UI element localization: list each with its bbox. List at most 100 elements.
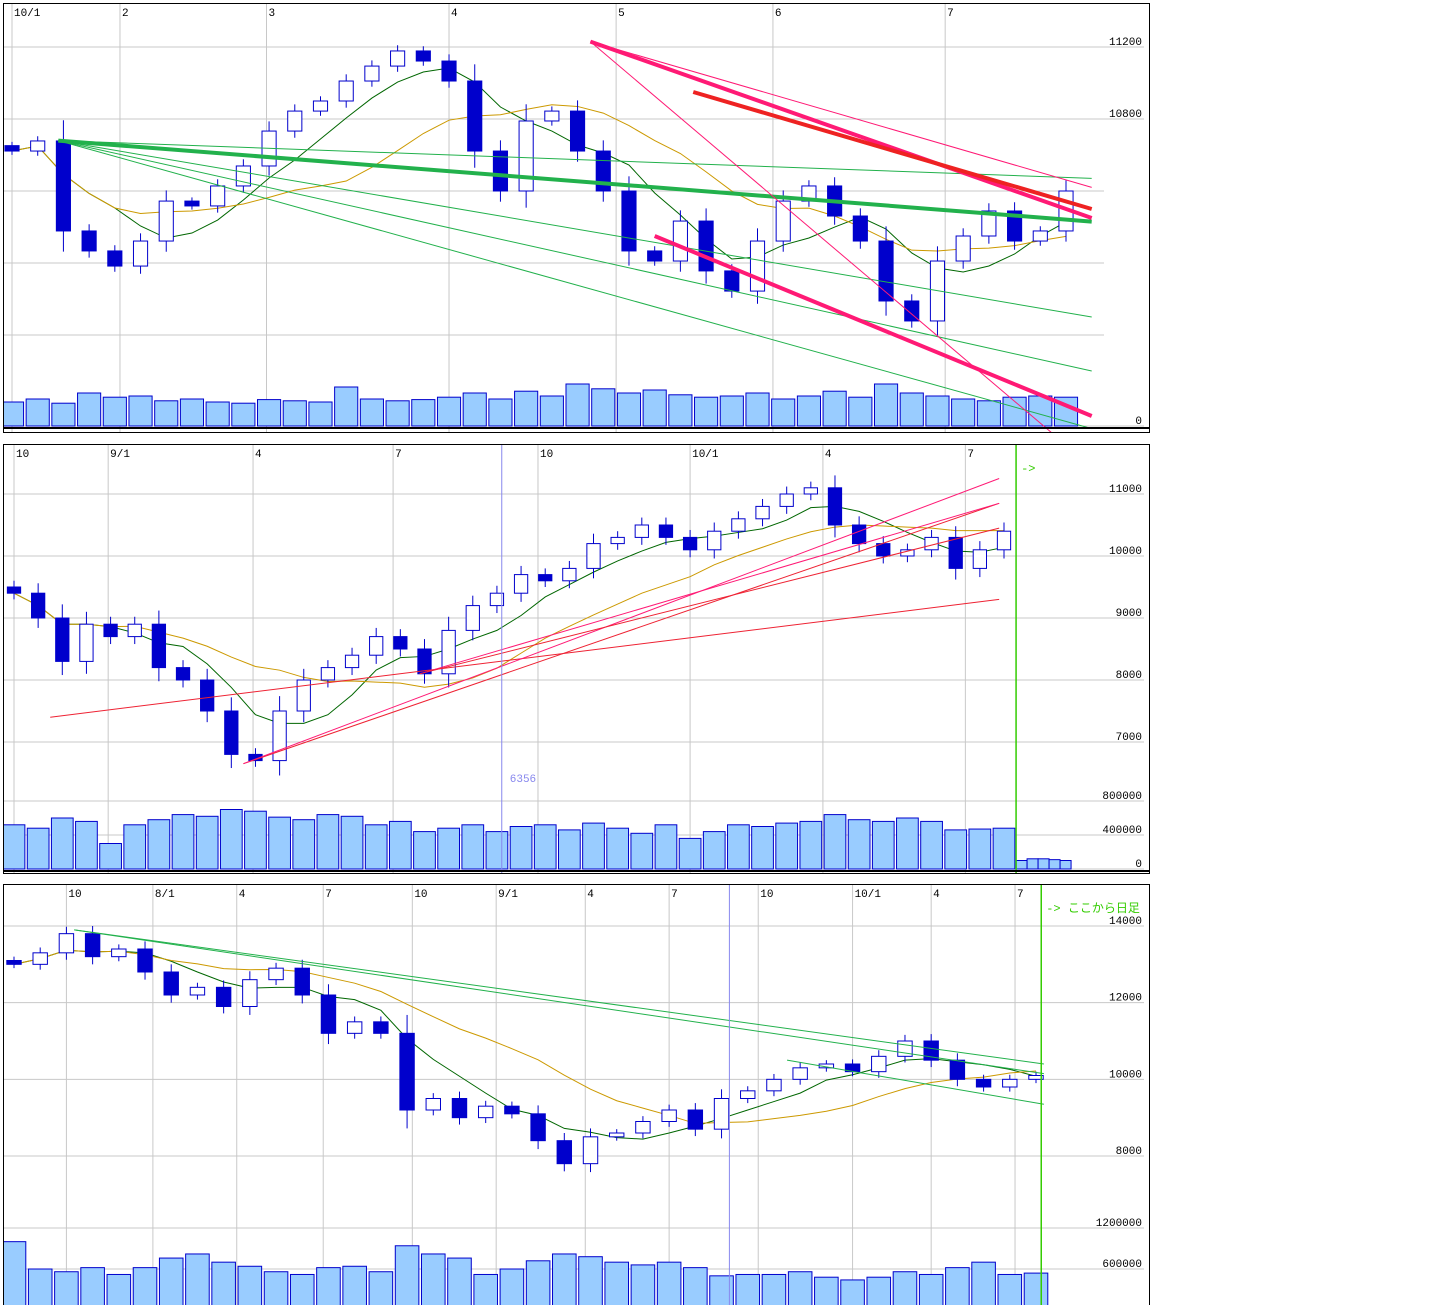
trendline	[590, 41, 1052, 432]
ma-short-line	[13, 949, 1037, 1140]
trendline	[243, 478, 1000, 765]
volume-bar	[514, 390, 539, 427]
candle-down	[103, 623, 118, 638]
weekly-chart-panel: 14000 12000 10000 8000 10 8/1 4 7 10 9/1 4 7 10 10/1 4…	[3, 884, 1150, 1305]
volume-bar	[668, 394, 693, 427]
candle-down	[6, 586, 22, 594]
candle-up	[792, 1067, 808, 1080]
candle-down	[399, 1032, 415, 1111]
candle-up	[775, 200, 791, 242]
volume-bar	[488, 398, 513, 427]
volume-bar	[709, 1275, 734, 1305]
long-term-candlestick-chart: 14000 12000 10000 8000 10 8/1 4 7 10 9/1 4 7 10 10/1 4…	[4, 885, 1144, 1305]
volume-bar	[411, 399, 436, 427]
volume-bar	[656, 1261, 682, 1305]
candle-up	[127, 623, 142, 638]
candle-up	[634, 524, 649, 538]
candle-down	[904, 300, 920, 322]
daily-start-marker-label: ->	[1021, 462, 1035, 476]
volume-bar	[420, 1253, 446, 1305]
candle-down	[698, 220, 714, 272]
volume-bar	[27, 1268, 53, 1305]
volume-bar	[944, 829, 968, 870]
volume-bar	[604, 1261, 630, 1305]
candle-up	[609, 1132, 625, 1138]
candle-up	[544, 110, 560, 122]
volume-bar	[75, 820, 98, 870]
candle-down	[373, 1021, 389, 1034]
candle-up	[562, 567, 577, 582]
trendline	[58, 138, 1092, 224]
candle-down	[682, 536, 698, 551]
candle-up	[740, 1090, 756, 1099]
candle-up	[111, 948, 127, 958]
time-tick-label: 10/1	[692, 449, 719, 461]
daily-chart-panel: 11000 10000 9000 8000 7000 10 9/1 4 7 10 10/1 4 7 800…	[3, 444, 1150, 874]
candle-up	[338, 80, 354, 102]
candle-up	[132, 240, 149, 267]
volume-bar	[814, 1276, 839, 1305]
volume-bar	[616, 392, 642, 427]
volume-bar	[171, 814, 195, 870]
candle-up	[441, 629, 456, 675]
candle-down	[393, 636, 408, 650]
trendline	[50, 598, 1000, 718]
volume-bar	[237, 1265, 263, 1305]
candle-up	[79, 623, 94, 662]
volume-bar	[918, 1273, 944, 1305]
candle-up	[287, 110, 303, 132]
candle-up	[30, 140, 46, 152]
volume-bar	[342, 1265, 367, 1305]
candle-up	[296, 679, 311, 712]
candle-up	[58, 933, 75, 954]
candle-down	[569, 110, 586, 152]
volume-bar	[847, 819, 871, 870]
volume-bar	[509, 826, 533, 870]
candle-down	[137, 948, 153, 973]
volume-bar	[775, 822, 799, 870]
candle-up	[713, 1098, 730, 1130]
candle-up	[731, 518, 746, 532]
volume-bar	[394, 1245, 420, 1305]
volume-bar	[840, 1279, 865, 1305]
candle-down	[451, 1098, 468, 1119]
candle-up	[242, 979, 258, 1007]
volume-bar	[896, 817, 919, 870]
price-tick-label: 9000	[1116, 608, 1142, 620]
volume-bar	[1023, 1272, 1049, 1305]
trendline	[74, 929, 1044, 1075]
time-tick-label: 7	[325, 889, 332, 901]
volume-bar	[1028, 395, 1053, 427]
candle-up	[672, 220, 688, 262]
candle-up	[320, 667, 336, 681]
volume-bar	[205, 401, 230, 427]
volume-bar	[558, 829, 581, 870]
volume-bar	[848, 396, 873, 427]
candle-up	[582, 1136, 599, 1165]
volume-bar	[822, 390, 847, 427]
time-tick-label: 10/1	[855, 889, 882, 901]
volume-bar	[292, 819, 316, 870]
volume-bar	[461, 824, 485, 870]
candle-up	[755, 505, 770, 520]
volume-bar	[735, 1273, 761, 1305]
volume-bar	[751, 826, 774, 870]
candle-up	[312, 100, 329, 112]
candle-up	[1002, 1078, 1018, 1088]
volume-bar	[899, 392, 924, 427]
volume-bar	[997, 1273, 1023, 1305]
candle-up	[344, 654, 360, 669]
volume-bar	[630, 1264, 656, 1305]
candle-up	[390, 50, 406, 67]
candle-down	[81, 230, 97, 252]
candle-down	[530, 1113, 546, 1142]
volume-bar	[244, 810, 267, 870]
volume-bar	[231, 402, 256, 427]
candle-up	[272, 710, 287, 762]
price-tick-label: 10000	[1109, 1069, 1142, 1081]
trendline	[58, 140, 1092, 372]
volume-bar	[132, 1267, 158, 1305]
volume-bar	[485, 831, 509, 870]
volume-bar	[368, 1271, 394, 1305]
volume-bar	[51, 402, 76, 427]
